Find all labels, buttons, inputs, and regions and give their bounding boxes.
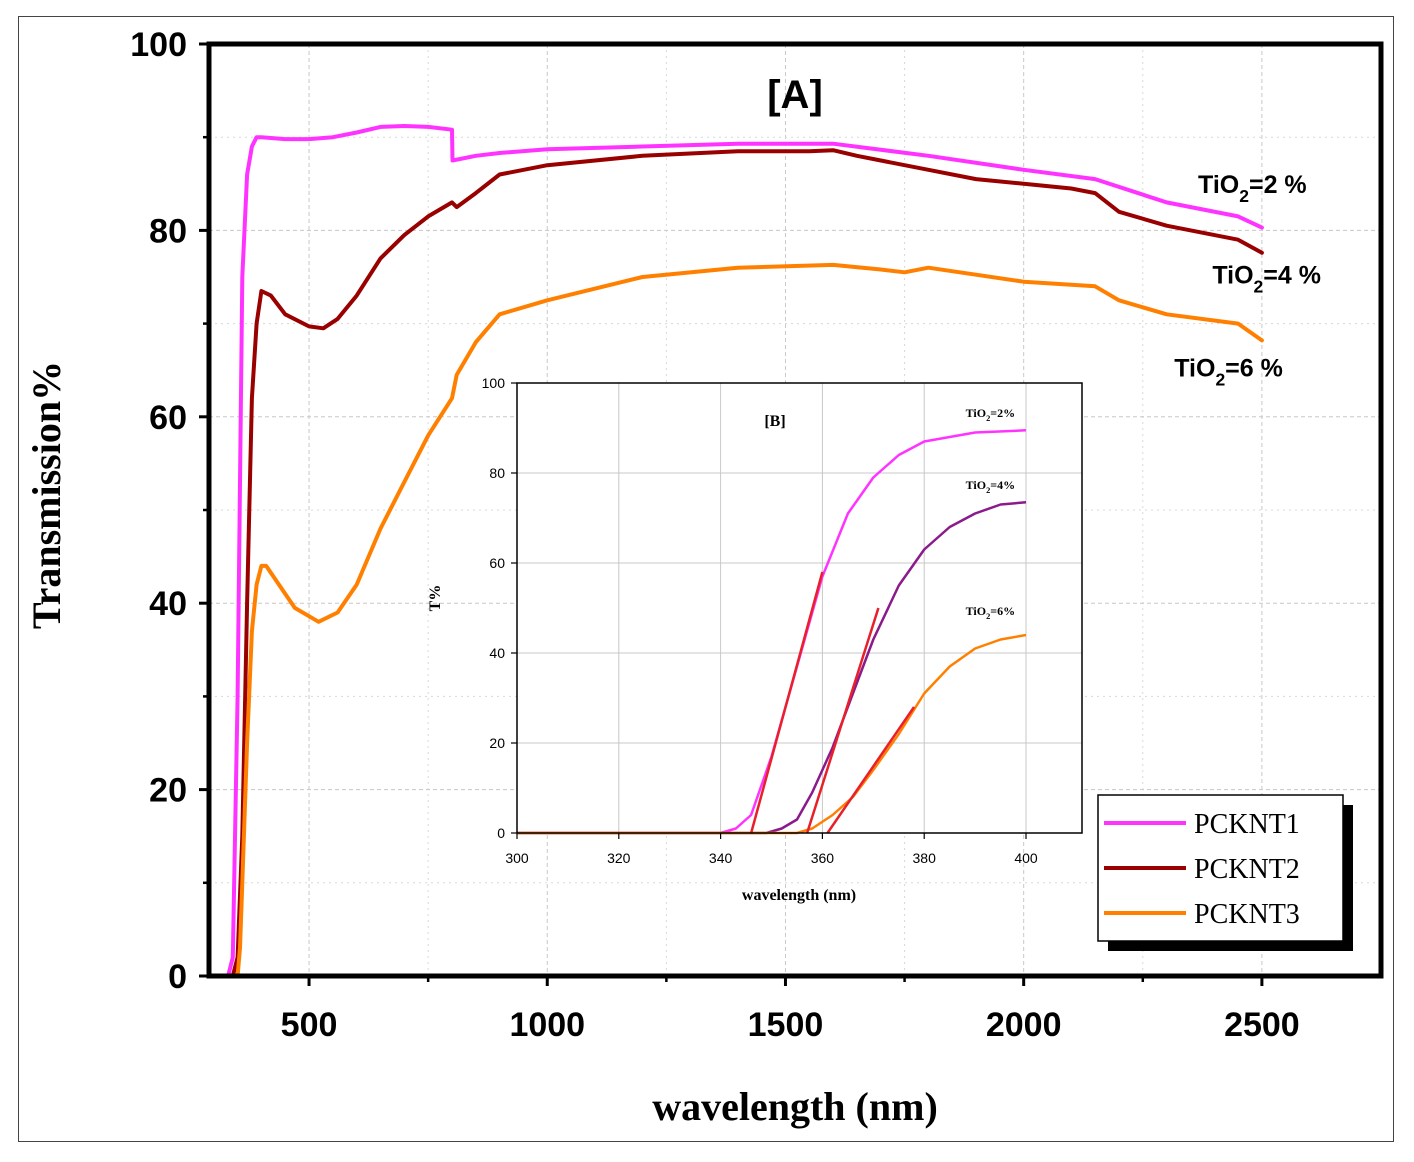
inset-y-tick-label: 20 xyxy=(489,735,505,751)
main-annotation-3: TiO2=6 % xyxy=(1174,355,1283,390)
main-series xyxy=(211,124,1264,978)
inset-y-tick-label: 60 xyxy=(489,555,505,571)
inset-x-tick-label: 340 xyxy=(709,850,733,866)
inset-grid xyxy=(517,383,1082,833)
inset-x-tick-label: 400 xyxy=(1014,850,1038,866)
main-x-tick-label: 2000 xyxy=(986,1006,1062,1044)
inset-x-tick-label: 300 xyxy=(505,850,529,866)
inset-x-tick-label: 360 xyxy=(811,850,835,866)
main-x-tick-label: 2500 xyxy=(1224,1006,1300,1044)
inset-annotation-1: TiO2=2% xyxy=(966,406,1016,423)
main-x-tick-label: 500 xyxy=(281,1006,338,1044)
main-y-tick-label: 40 xyxy=(149,585,187,623)
inset-y-tick-label: 80 xyxy=(489,465,505,481)
main-x-tick-label: 1000 xyxy=(509,1006,585,1044)
figure-frame xyxy=(18,16,1394,1142)
inset-series-line-3 xyxy=(517,633,1027,835)
main-x-tick-label: 1500 xyxy=(748,1006,824,1044)
inset-y-tick-label: 100 xyxy=(482,375,506,391)
inset-annotation-2: TiO2=4% xyxy=(966,478,1016,495)
main-y-tick-label: 100 xyxy=(130,26,187,64)
main-y-axis-label: Transmission% xyxy=(24,361,69,629)
main-annotation-2: TiO2=4 % xyxy=(1212,262,1321,297)
main-x-axis-label: wavelength (nm) xyxy=(652,1084,938,1129)
inset-tangent-line-3 xyxy=(826,706,916,834)
legend-label-1: PCKNT1 xyxy=(1194,809,1300,840)
main-chart-title: [A] xyxy=(767,73,823,117)
inset-plot-frame xyxy=(516,382,1083,834)
inset-series-line-2 xyxy=(517,501,1027,835)
inset-background xyxy=(517,383,1082,833)
inset-x-tick-label: 320 xyxy=(607,850,631,866)
inset-series xyxy=(517,429,1027,835)
inset-chart-title: [B] xyxy=(764,413,785,430)
legend: PCKNT1 PCKNT2 PCKNT3 xyxy=(1097,794,1353,951)
inset-y-tick-label: 0 xyxy=(497,825,505,841)
main-series-line-3 xyxy=(211,262,1264,978)
inset-annotation-3: TiO2=6% xyxy=(966,604,1016,621)
main-annotation-1: TiO2=2 % xyxy=(1198,171,1307,206)
main-y-tick-label: 0 xyxy=(168,958,187,996)
main-y-tick-label: 20 xyxy=(149,772,187,810)
inset-x-tick-label: 380 xyxy=(913,850,937,866)
main-y-tick-label: 60 xyxy=(149,399,187,437)
main-y-tick-label: 80 xyxy=(149,212,187,250)
inset-x-axis-label: wavelength (nm) xyxy=(742,887,856,904)
inset-tangent-line-2 xyxy=(805,607,880,834)
main-series-line-1 xyxy=(211,124,1264,978)
legend-label-3: PCKNT3 xyxy=(1194,899,1300,930)
inset-tangent-line-1 xyxy=(749,571,824,834)
main-series-line-2 xyxy=(211,148,1264,978)
legend-label-2: PCKNT2 xyxy=(1194,854,1300,885)
inset-y-axis-label: T% xyxy=(427,585,444,612)
inset-y-tick-label: 40 xyxy=(489,645,505,661)
labels: [A] wavelength (nm) Transmission% [B] wavele… xyxy=(24,73,1321,1129)
